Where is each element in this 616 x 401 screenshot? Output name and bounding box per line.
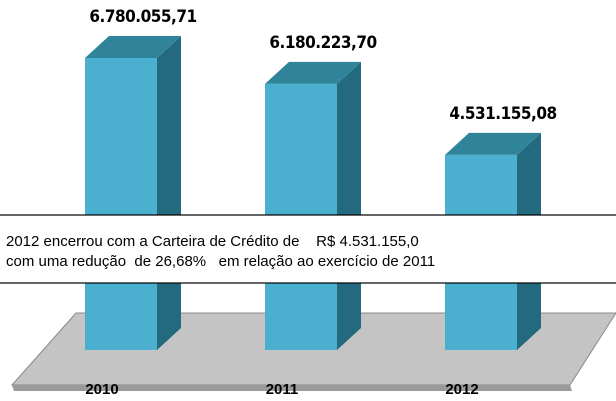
note-line: 2012 encerrou com a Carteira de Crédito … <box>6 233 419 250</box>
bar <box>85 58 157 350</box>
bar-top <box>85 36 181 58</box>
bar-top <box>265 61 361 84</box>
x-tick-label: 2010 <box>85 381 118 398</box>
bar-side <box>157 36 181 350</box>
note-box <box>0 214 616 284</box>
value-label: 6.780.055,71 <box>89 7 196 27</box>
bar-side <box>337 61 361 351</box>
value-label: 4.531.155,08 <box>449 104 556 124</box>
x-tick-label: 2012 <box>445 381 478 398</box>
bars <box>85 36 541 351</box>
bar-top <box>445 132 541 155</box>
value-label: 6.180.223,70 <box>269 33 376 53</box>
floor-edge <box>12 385 572 391</box>
x-tick-label: 2011 <box>266 381 299 398</box>
note-line: com uma redução de 26,68% em relação ao … <box>6 253 435 270</box>
